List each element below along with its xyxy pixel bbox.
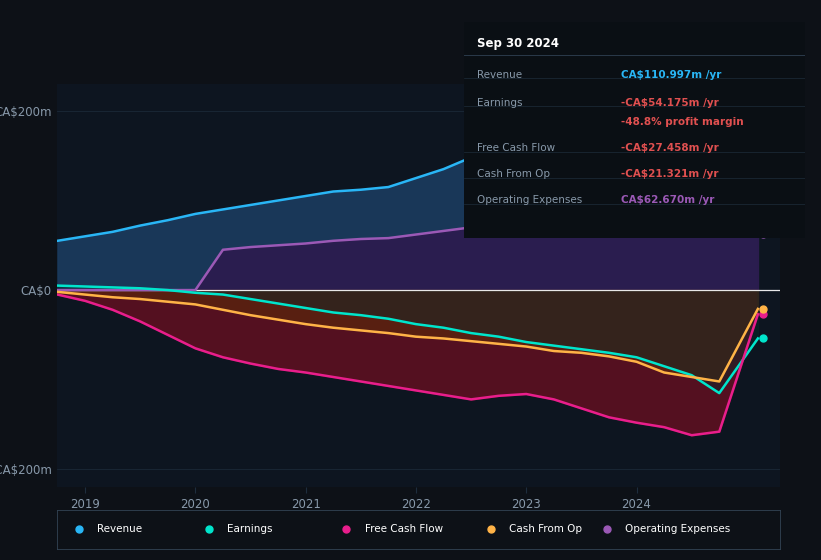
Text: CA$110.997m /yr: CA$110.997m /yr [621,70,721,80]
Text: Operating Expenses: Operating Expenses [478,195,583,205]
Text: -CA$21.321m /yr: -CA$21.321m /yr [621,169,718,179]
Text: -CA$27.458m /yr: -CA$27.458m /yr [621,143,718,153]
Text: Sep 30 2024: Sep 30 2024 [478,38,559,50]
Text: Cash From Op: Cash From Op [509,524,582,534]
Text: Earnings: Earnings [227,524,273,534]
Text: Revenue: Revenue [478,70,523,80]
Text: CA$62.670m /yr: CA$62.670m /yr [621,195,714,205]
Text: Free Cash Flow: Free Cash Flow [365,524,443,534]
Text: Earnings: Earnings [478,98,523,108]
Text: Revenue: Revenue [97,524,142,534]
Text: Operating Expenses: Operating Expenses [625,524,730,534]
Text: Cash From Op: Cash From Op [478,169,551,179]
Text: -CA$54.175m /yr: -CA$54.175m /yr [621,98,718,108]
Text: -48.8% profit margin: -48.8% profit margin [621,117,743,127]
Text: Free Cash Flow: Free Cash Flow [478,143,556,153]
